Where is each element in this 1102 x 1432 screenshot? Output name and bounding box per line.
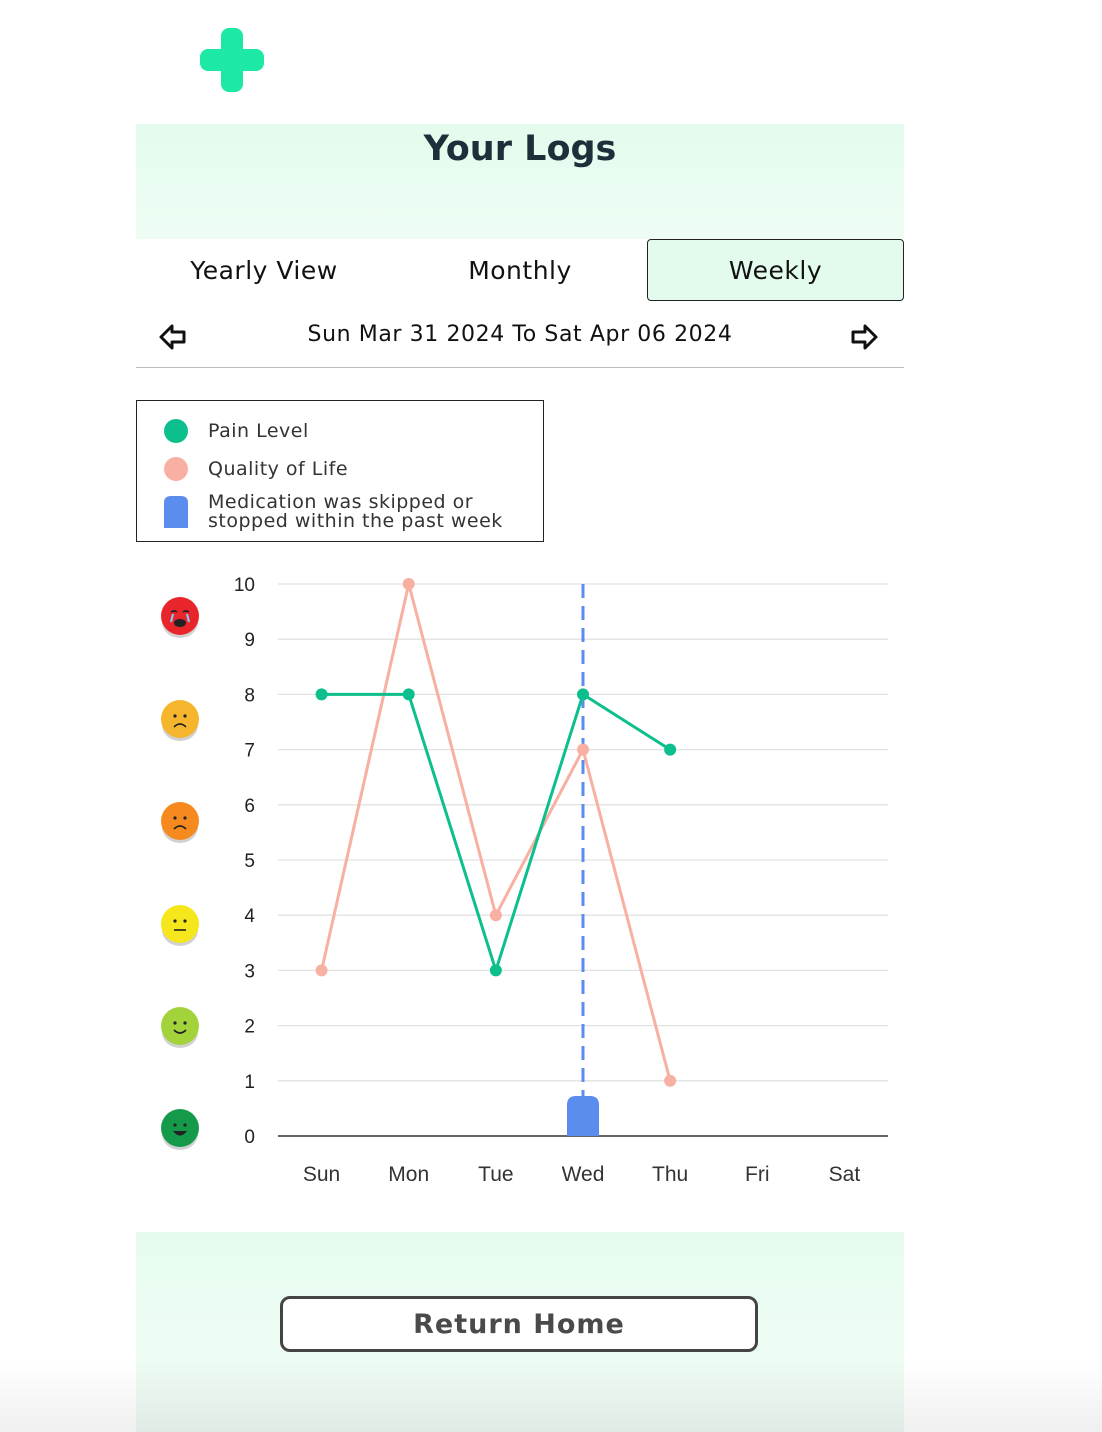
x-tick-label: Wed [562,1163,605,1186]
medication-skipped-bar [567,1096,599,1136]
data-point [489,964,502,977]
sad-face-icon [161,700,199,741]
y-tick-label: 4 [244,906,255,927]
pain-level-dot-icon [164,419,188,443]
legend-label: Pain Level [208,419,309,442]
tab-yearly-view[interactable]: Yearly View [190,255,338,285]
data-point [315,688,328,701]
week-range-label: Sun Mar 31 2024 To Sat Apr 06 2024 [307,322,733,347]
legend-item-pain-level: Pain Level [163,418,309,444]
return-home-button[interactable]: Return Home [280,1296,758,1352]
data-point [664,743,677,756]
page-header: Your Logs [136,124,904,239]
y-tick-label: 10 [234,575,255,596]
quality-of-life-dot-icon [164,457,188,481]
series-line-quality-of-life [320,582,672,1082]
legend-item-medication-skipped: Medication was skipped or stopped within… [163,493,503,531]
legend-item-quality-of-life: Quality of Life [163,456,348,482]
chart-legend: Pain Level Quality of Life Medication wa… [136,400,544,542]
tab-monthly[interactable]: Monthly [468,255,572,285]
crying-face-icon [161,597,199,638]
y-tick-label: 1 [244,1072,255,1093]
y-tick-label: 7 [244,741,255,762]
x-tick-label: Tue [478,1163,513,1186]
neutral-face-icon [161,905,199,946]
y-tick-label: 5 [244,851,255,872]
arrow-left-icon[interactable] [158,322,188,352]
x-tick-label: Sun [303,1163,340,1186]
legend-label-group: Medication was skipped or stopped within… [208,493,503,531]
data-point [402,578,415,590]
data-point [664,1074,677,1087]
medication-bar-icon [164,496,188,528]
y-tick-label: 2 [244,1017,255,1038]
arrow-right-icon[interactable] [849,322,879,352]
data-point [489,909,502,922]
footer: Return Home [136,1232,904,1432]
week-navigation: Sun Mar 31 2024 To Sat Apr 06 2024 [136,305,904,368]
x-tick-label: Fri [745,1163,770,1186]
weekly-log-chart: 0 1 2 3 4 5 6 7 8 9 10 Sun Mon Tue Wed Thu Fri Sat [234,575,888,1186]
x-tick-label: Mon [388,1163,429,1186]
page-title: Your Logs [423,129,617,169]
legend-label-line1: Medication was skipped or [208,491,474,513]
data-point [577,743,589,756]
tab-weekly[interactable]: Weekly [647,239,904,301]
x-tick-label: Thu [652,1163,688,1186]
y-tick-label: 0 [244,1127,255,1148]
y-tick-label: 6 [244,796,255,817]
y-tick-label: 8 [244,685,255,706]
happy-face-icon [161,1109,199,1150]
data-point [577,688,589,701]
green-cross-icon [200,28,264,92]
data-point [402,688,415,701]
data-point [315,964,328,977]
y-tick-label: 3 [244,961,255,982]
smile-face-icon [161,1007,199,1048]
legend-label: Quality of Life [208,457,349,480]
sad-face-icon [161,802,199,843]
legend-label-line2: stopped within the past week [208,510,503,532]
x-tick-label: Sat [829,1163,861,1186]
y-tick-label: 9 [244,630,255,651]
